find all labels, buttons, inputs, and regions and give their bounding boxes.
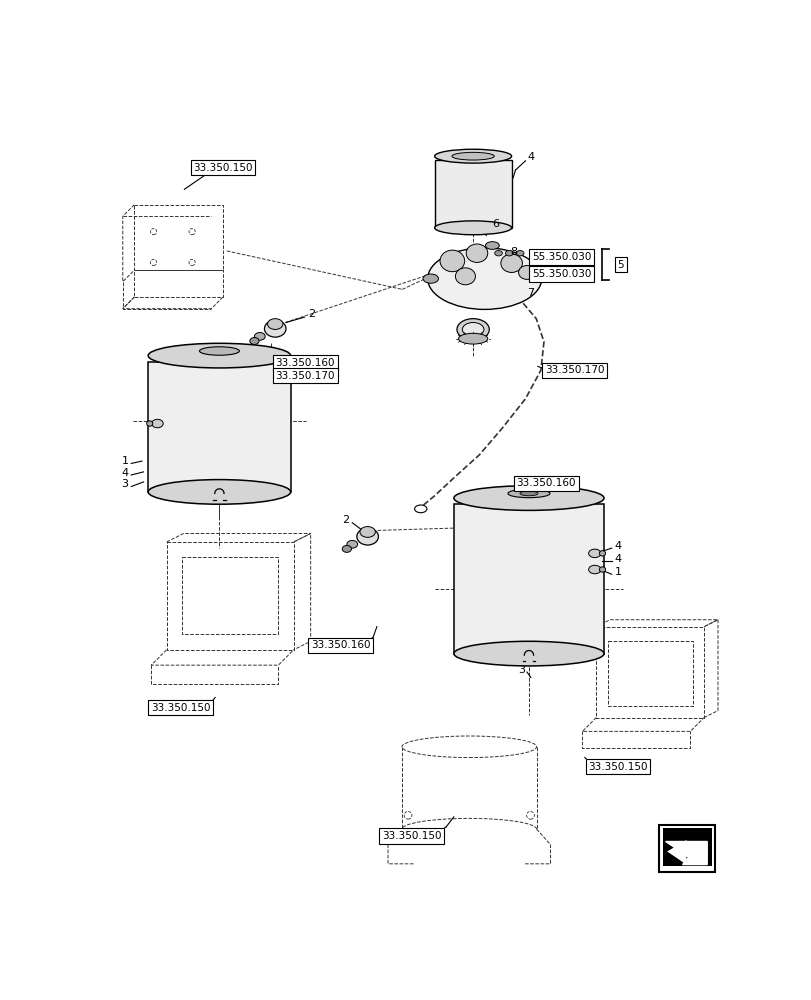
Text: 3: 3 [517,665,525,675]
Ellipse shape [152,419,163,428]
Ellipse shape [518,266,534,279]
Bar [434,160,511,228]
Ellipse shape [264,320,285,337]
Ellipse shape [434,149,511,163]
Text: 2: 2 [307,309,315,319]
Bar [662,828,711,866]
Ellipse shape [423,274,438,283]
Polygon shape [665,841,706,865]
Text: 4: 4 [526,152,534,162]
Text: 6: 6 [492,219,499,229]
Text: 3: 3 [122,479,128,489]
Text: 33.350.150: 33.350.150 [151,703,210,713]
Text: 33.350.170: 33.350.170 [275,371,335,381]
Ellipse shape [453,641,603,666]
Ellipse shape [359,527,375,537]
Ellipse shape [504,251,513,256]
Ellipse shape [434,221,511,235]
Ellipse shape [508,489,549,498]
Ellipse shape [457,319,489,340]
Ellipse shape [427,248,541,309]
Text: 2: 2 [342,515,350,525]
Ellipse shape [494,251,502,256]
Ellipse shape [341,545,351,552]
Text: 33.350.170: 33.350.170 [544,365,603,375]
Ellipse shape [414,505,427,513]
Ellipse shape [599,551,605,556]
Bar [148,362,290,492]
Ellipse shape [519,491,538,496]
Text: 33.350.150: 33.350.150 [381,831,440,841]
Text: 55.350.030: 55.350.030 [531,269,590,279]
Bar [453,504,603,654]
Text: 4: 4 [614,541,620,551]
Text: 1: 1 [122,456,128,466]
Ellipse shape [452,152,494,160]
Ellipse shape [346,540,357,548]
Ellipse shape [250,338,259,344]
Ellipse shape [440,250,464,272]
Text: 33.350.150: 33.350.150 [587,762,647,772]
Text: 8: 8 [510,247,517,257]
Text: 33.350.150: 33.350.150 [193,163,252,173]
Ellipse shape [254,333,265,340]
Text: 5: 5 [617,260,624,270]
Ellipse shape [148,480,290,504]
Ellipse shape [588,549,600,558]
Bar [659,825,714,872]
Ellipse shape [148,343,290,368]
Ellipse shape [599,567,605,572]
Text: 33.350.160: 33.350.160 [311,640,370,650]
Ellipse shape [516,251,523,256]
Ellipse shape [466,244,487,262]
Text: 55.350.030: 55.350.030 [531,252,590,262]
Ellipse shape [485,242,499,249]
Ellipse shape [500,254,521,272]
Ellipse shape [356,528,378,545]
Text: 1: 1 [614,567,620,577]
Polygon shape [667,840,706,865]
Ellipse shape [588,565,600,574]
Ellipse shape [200,347,239,355]
Ellipse shape [455,268,475,285]
Text: 33.350.160: 33.350.160 [275,358,335,368]
Text: 7: 7 [526,288,534,298]
Ellipse shape [147,421,152,426]
Text: 4: 4 [614,554,620,564]
Ellipse shape [461,323,483,336]
Ellipse shape [267,319,282,329]
Ellipse shape [453,486,603,510]
Text: 4: 4 [122,468,128,478]
Ellipse shape [458,333,487,344]
Text: 33.350.160: 33.350.160 [516,478,575,488]
Ellipse shape [530,266,546,276]
